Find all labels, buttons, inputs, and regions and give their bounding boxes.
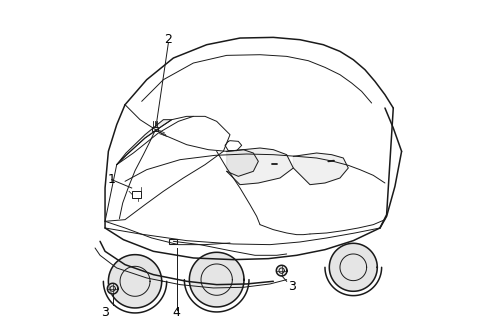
Polygon shape [190,252,244,307]
Polygon shape [329,243,377,291]
Text: 3: 3 [288,280,296,293]
Polygon shape [276,265,287,276]
Polygon shape [227,148,293,185]
Text: 1: 1 [108,173,116,186]
Bar [169,239,177,244]
Text: 2: 2 [165,33,172,46]
Bar [132,191,141,198]
Polygon shape [108,255,162,308]
Polygon shape [108,283,118,294]
Polygon shape [117,120,172,165]
Text: 4: 4 [173,306,180,320]
Polygon shape [227,150,258,176]
Text: 3: 3 [101,306,109,320]
Polygon shape [293,153,348,185]
Bar [152,127,158,131]
